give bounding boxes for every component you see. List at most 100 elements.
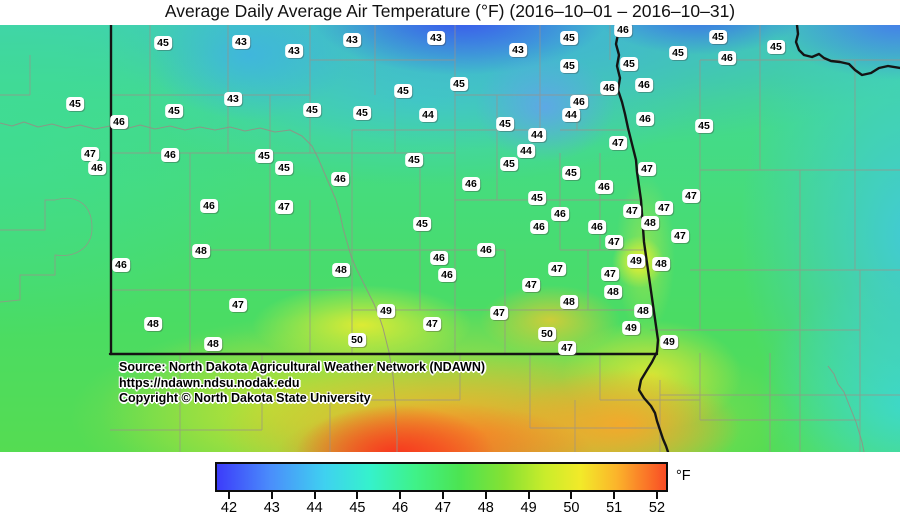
source-line: Source: North Dakota Agricultural Weathe… (119, 360, 486, 374)
colorbar-tick-label: 52 (648, 500, 666, 516)
station-value: 46 (595, 180, 613, 194)
colorbar-tick-label: 51 (606, 500, 623, 516)
page-title: Average Daily Average Air Temperature (°… (164, 1, 736, 21)
station-value: 45 (709, 30, 727, 44)
station-value: 48 (641, 216, 659, 230)
station-value: 46 (570, 95, 588, 109)
station-value: 45 (275, 161, 293, 175)
station-value: 46 (551, 207, 569, 221)
colorbar-tick-mark (399, 492, 402, 499)
colorbar-tick-label: 42 (220, 500, 238, 516)
station-value: 48 (604, 285, 622, 299)
colorbar-tick-mark (442, 492, 444, 499)
station-value: 45 (695, 119, 713, 133)
station-value: 45 (66, 97, 84, 111)
colorbar-tick-label: 47 (434, 500, 452, 516)
colorbar-tick-label: 44 (306, 500, 323, 516)
station-value: 45 (450, 77, 468, 91)
temperature-map: 45 43 43 43 43 43 45 46 45 45 45 46 45 45 45 43 45 46 45 45… (0, 25, 900, 452)
station-value: 45 (500, 157, 518, 171)
colorbar-unit-label: °F (676, 468, 691, 484)
station-value: 47 (671, 229, 689, 243)
station-value: 47 (548, 262, 566, 276)
station-value: 48 (332, 263, 350, 277)
station-value: 46 (331, 172, 349, 186)
station-value: 50 (348, 333, 366, 347)
station-value: 46 (430, 251, 448, 265)
colorbar-tick-mark (613, 492, 616, 499)
colorbar-tick-label: 48 (477, 500, 494, 516)
station-value: 46 (636, 112, 654, 126)
source-url: https://ndawn.ndsu.nodak.edu (119, 375, 300, 390)
colorbar-tick-mark (484, 492, 487, 499)
station-value: 48 (652, 257, 670, 271)
station-value: 48 (560, 295, 578, 309)
station-value: 46 (588, 220, 606, 234)
colorbar-tick-mark (313, 492, 316, 499)
station-value: 45 (620, 57, 638, 71)
station-value: 44 (419, 108, 437, 122)
station-value: 43 (427, 31, 445, 45)
station-value: 47 (490, 306, 508, 320)
station-value: 47 (609, 136, 627, 150)
station-value: 45 (413, 217, 431, 231)
station-value: 46 (530, 220, 548, 234)
station-value: 43 (343, 33, 361, 47)
station-value: 46 (462, 177, 480, 191)
station-value: 45 (255, 149, 273, 163)
station-value: 45 (562, 166, 580, 180)
missouri-river (0, 121, 398, 452)
station-value: 49 (377, 304, 395, 318)
station-value: 43 (232, 35, 250, 49)
station-value: 44 (562, 108, 580, 122)
minnesota-river-line (794, 25, 900, 77)
colorbar-tick-mark (527, 492, 530, 499)
station-value: 45 (669, 46, 687, 60)
station-value: 49 (660, 335, 678, 349)
station-value: 46 (438, 268, 456, 282)
station-value: 46 (600, 81, 618, 95)
station-value: 45 (165, 104, 183, 118)
station-value: 43 (509, 43, 527, 57)
colorbar-tick-mark (228, 492, 230, 499)
station-value: 45 (353, 106, 371, 120)
station-value: 47 (601, 267, 619, 281)
station-value: 45 (767, 40, 785, 54)
station-value: 46 (88, 161, 106, 175)
station-value: 46 (110, 115, 128, 129)
station-value: 46 (614, 25, 632, 37)
station-value: 45 (528, 191, 546, 205)
station-value: 49 (627, 254, 645, 268)
red-river-border (614, 25, 670, 452)
colorbar-tick-label: 50 (563, 500, 580, 516)
colorbar-tick-label: 45 (349, 500, 366, 516)
station-value: 47 (229, 298, 247, 312)
station-value: 43 (224, 92, 242, 106)
station-value: 48 (204, 337, 222, 351)
colorbar-tick-label: 46 (392, 500, 409, 516)
station-value: 46 (200, 199, 218, 213)
colorbar-tick-label: 49 (520, 500, 537, 516)
station-value: 48 (192, 244, 210, 258)
station-value: 48 (144, 317, 162, 331)
station-value: 43 (285, 44, 303, 58)
station-value: 44 (528, 128, 546, 142)
station-value: 45 (154, 36, 172, 50)
station-value: 45 (560, 59, 578, 73)
station-value: 46 (718, 51, 736, 65)
station-value: 47 (522, 278, 540, 292)
colorbar-tick-mark (270, 492, 273, 499)
colorbar-tick-mark (656, 492, 658, 499)
station-value: 47 (81, 147, 99, 161)
station-value: 47 (655, 201, 673, 215)
station-value: 48 (634, 304, 652, 318)
station-value: 49 (622, 321, 640, 335)
colorbar-tick-label: 43 (263, 500, 280, 516)
station-value: 47 (423, 317, 441, 331)
station-value: 47 (682, 189, 700, 203)
river-lines (0, 121, 865, 452)
copyright-line: Copyright © North Dakota State Universit… (119, 391, 371, 405)
station-value: 46 (112, 258, 130, 272)
station-value: 45 (560, 31, 578, 45)
